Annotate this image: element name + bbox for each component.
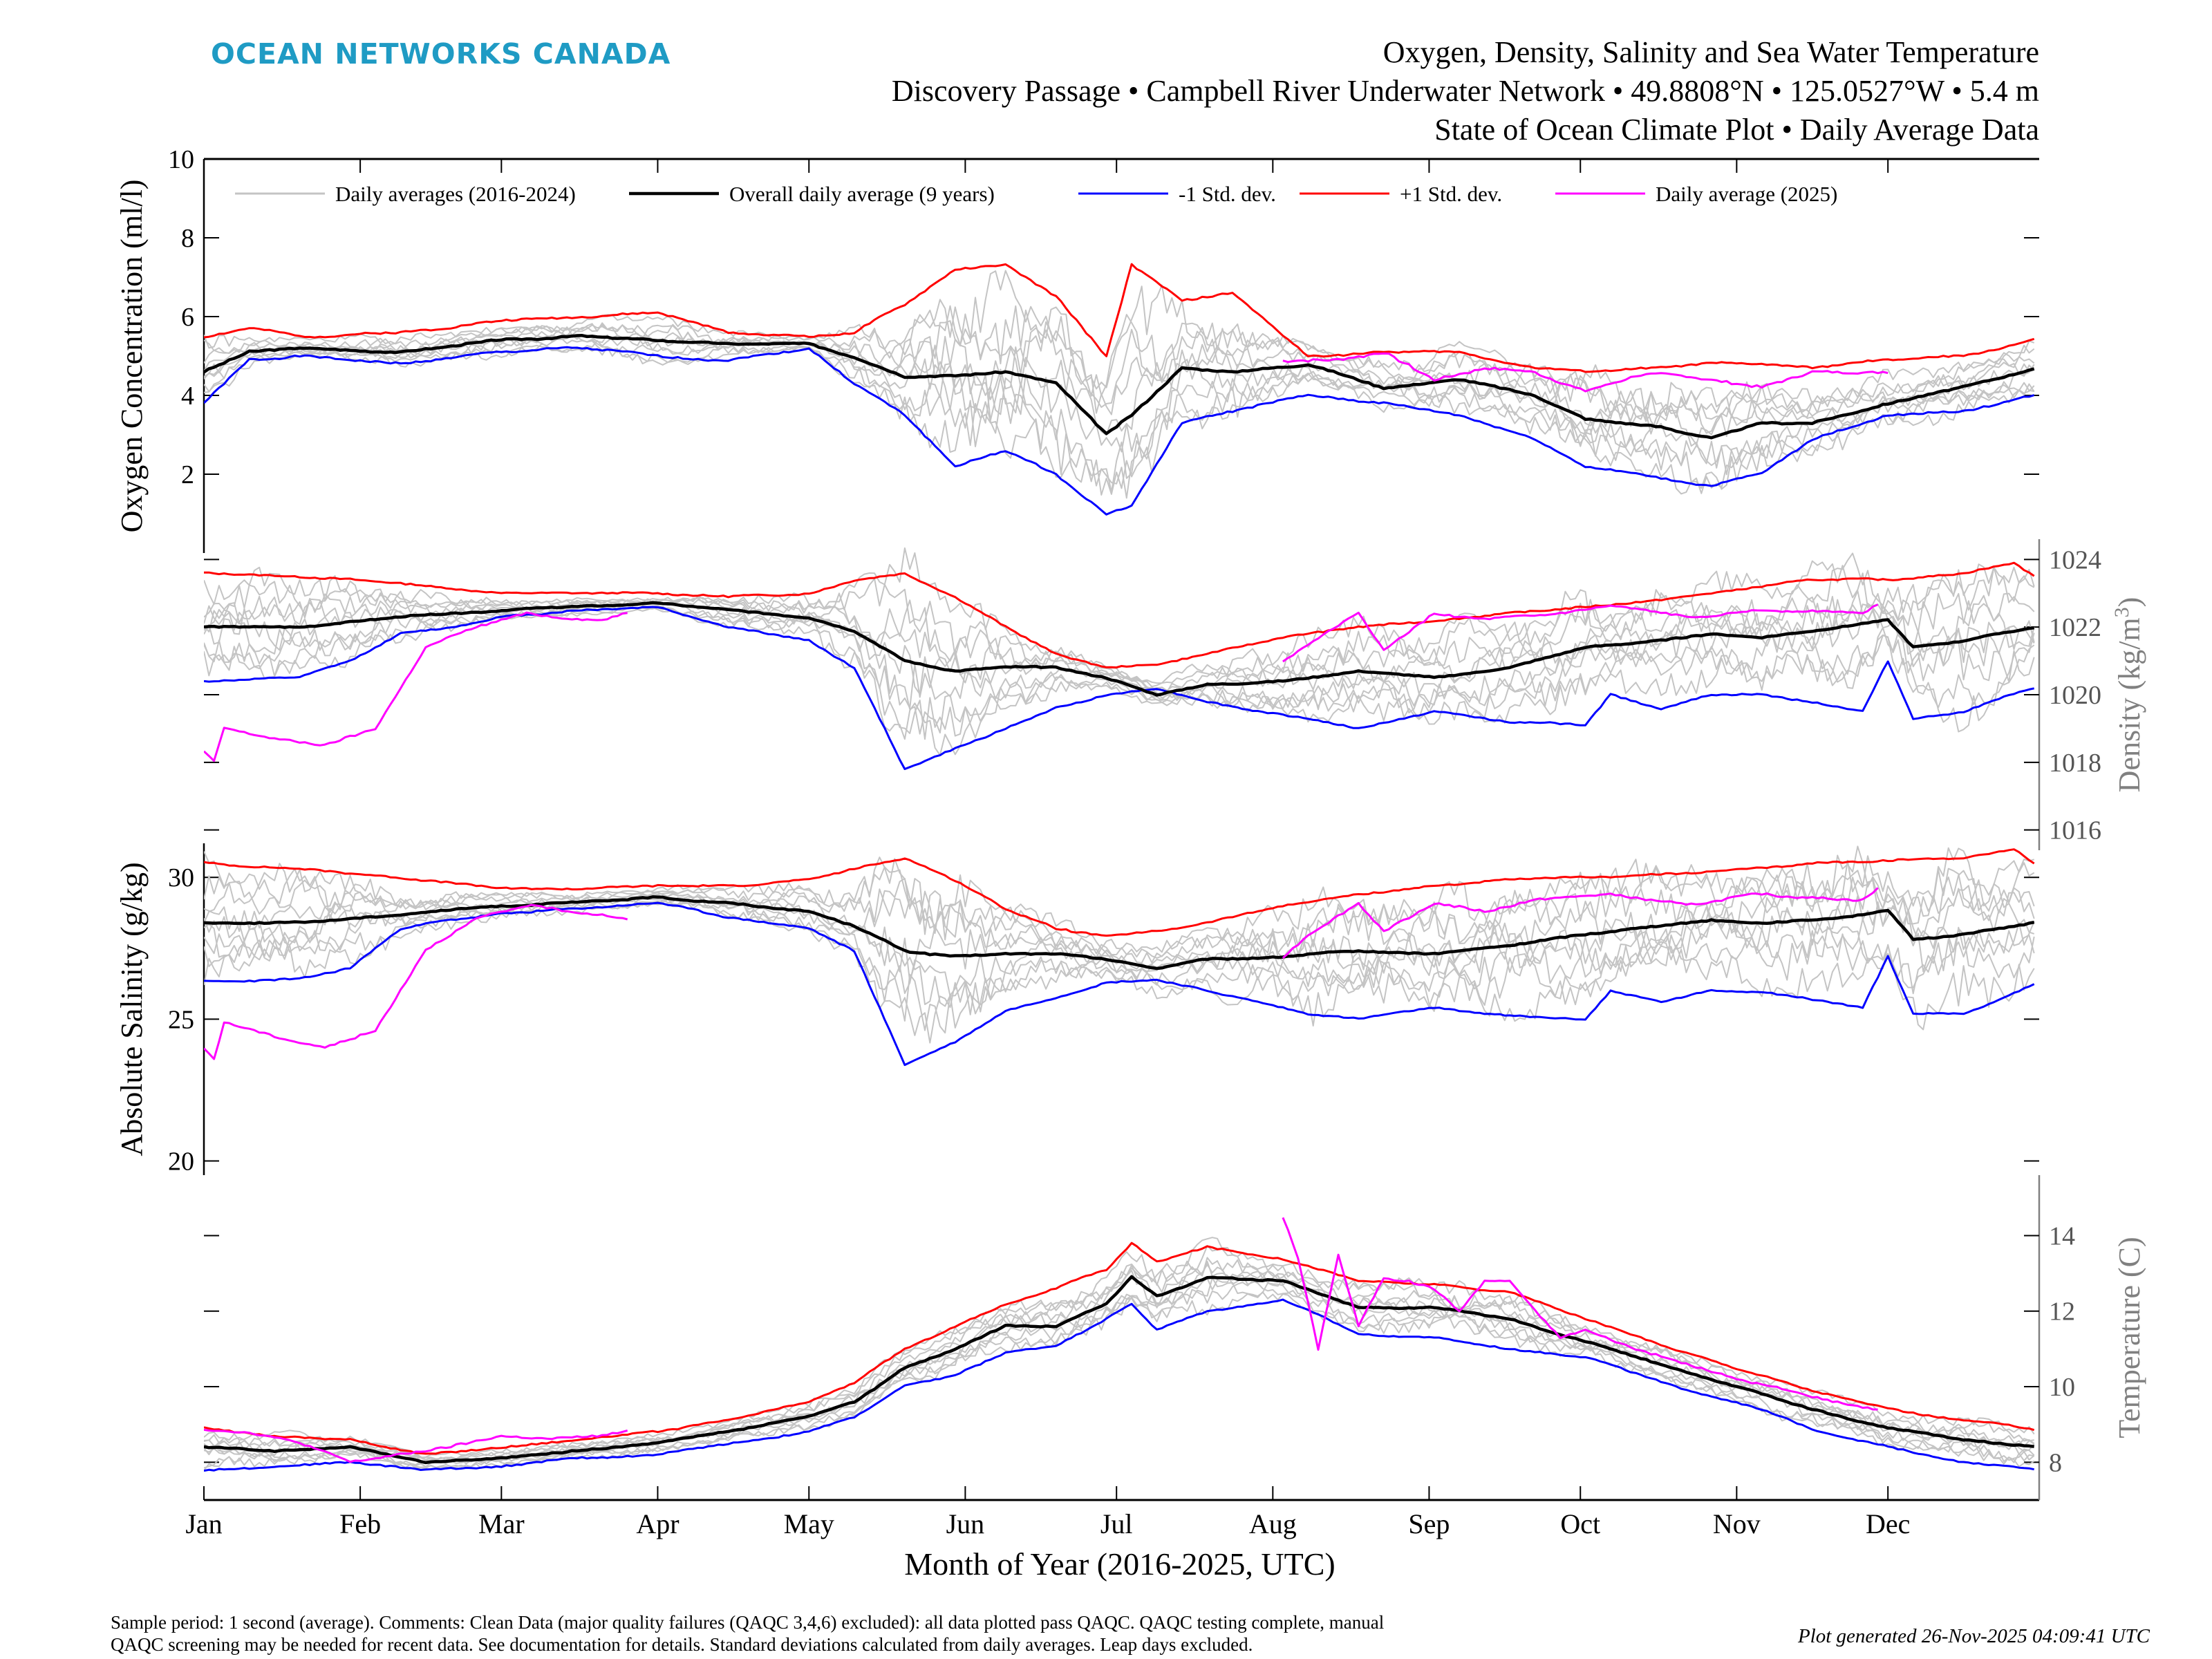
footer-note-line2: QAQC screening may be needed for recent …: [111, 1634, 1253, 1655]
oxygen-tick-label: 4: [181, 382, 194, 411]
temperature-tick-label: 10: [2049, 1373, 2075, 1402]
salinity-history-line: [204, 870, 2035, 964]
x-tick-label: Apr: [636, 1508, 679, 1539]
oxygen-history-line: [204, 321, 2035, 446]
salinity-plus-std-line: [204, 848, 2035, 937]
oxygen-tick-label: 6: [181, 303, 194, 332]
legend: Daily averages (2016-2024) Overall daily …: [235, 182, 1837, 206]
salinity-tick-label: 25: [168, 1005, 194, 1034]
density-axis-label: Density (kg/m3): [2110, 597, 2147, 793]
oxygen-mean-line: [204, 334, 2035, 440]
x-tick-label: May: [784, 1508, 834, 1539]
density-current-year-line: [1282, 603, 1879, 663]
panel-salinity: 20 25 30 Absolute Salinity (g/kg): [115, 843, 2039, 1176]
brand-logo-text: OCEAN NETWORKS CANADA: [211, 37, 671, 71]
salinity-history-line: [204, 845, 2035, 962]
oxygen-plus-std-line: [204, 263, 2035, 373]
density-tick-label: 1024: [2049, 545, 2101, 574]
panel-temperature: 8 10 12 14 Temperature (C): [204, 1175, 2146, 1500]
panel-oxygen: 2 4 6 8 10 Oxygen Concentration (ml/l): [115, 145, 2039, 553]
temperature-current-year-line: [204, 1428, 628, 1463]
x-tick-label: Feb: [339, 1508, 381, 1539]
oxygen-current-year-line: [1282, 352, 1888, 393]
x-tick-label: Jan: [185, 1508, 222, 1539]
temperature-minus-std-line: [204, 1298, 2035, 1472]
salinity-axis-label: Absolute Salinity (g/kg): [115, 862, 149, 1156]
x-tick-label: Nov: [1713, 1508, 1761, 1539]
oxygen-axis-label: Oxygen Concentration (ml/l): [115, 180, 149, 533]
panel-density: 1016 1018 1020 1022 1024 Density (kg/m3): [204, 539, 2146, 850]
temperature-tick-label: 14: [2049, 1221, 2075, 1250]
temperature-mean-line: [204, 1275, 2034, 1465]
x-axis: Jan Feb Mar Apr May Jun Jul Aug Sep Oct Nov Dec: [185, 159, 1910, 1539]
salinity-tick-label: 30: [168, 863, 194, 892]
salinity-history-line: [204, 847, 2035, 953]
temperature-tick-label: 12: [2049, 1297, 2075, 1327]
oxygen-history-line: [204, 335, 2035, 496]
footer-note-line1: Sample period: 1 second (average). Comme…: [111, 1612, 1384, 1633]
x-tick-label: Jun: [946, 1508, 985, 1539]
density-history-line: [204, 602, 2035, 709]
legend-label: Daily average (2025): [1656, 182, 1837, 206]
temperature-history-line: [204, 1245, 2035, 1462]
oxygen-history-line: [204, 335, 2034, 493]
plot-frame: [204, 158, 2039, 1501]
oxygen-tick-label: 8: [181, 224, 194, 253]
x-axis-label: Month of Year (2016-2025, UTC): [904, 1546, 1335, 1582]
temperature-tick-label: 8: [2049, 1448, 2062, 1477]
x-tick-label: Jul: [1100, 1508, 1133, 1539]
temperature-history-line: [204, 1271, 2035, 1468]
density-tick-label: 1016: [2049, 816, 2101, 845]
density-history-line: [204, 547, 2035, 688]
temperature-axis-label: Temperature (C): [2112, 1237, 2146, 1438]
temperature-plus-std-line: [204, 1241, 2035, 1455]
x-tick-label: Aug: [1249, 1508, 1297, 1539]
temperature-history-line: [204, 1277, 2035, 1465]
oxygen-tick-label: 10: [168, 145, 194, 174]
density-history-line: [204, 590, 2035, 693]
x-tick-label: Oct: [1560, 1508, 1600, 1539]
oxygen-history-line: [204, 305, 2035, 434]
density-mean-line: [204, 601, 2035, 697]
density-current-year-line: [204, 611, 628, 762]
legend-label: Daily averages (2016-2024): [335, 182, 576, 206]
salinity-current-year-line: [204, 903, 628, 1060]
legend-label: +1 Std. dev.: [1400, 182, 1502, 206]
salinity-history-line: [204, 895, 2035, 1007]
density-tick-label: 1022: [2049, 613, 2101, 642]
oxygen-history-line: [204, 334, 2035, 453]
legend-label: Overall daily average (9 years): [729, 182, 995, 206]
density-tick-label: 1020: [2049, 681, 2101, 710]
oxygen-tick-label: 2: [181, 460, 194, 489]
chart-subtitle-type: State of Ocean Climate Plot • Daily Aver…: [1434, 113, 2039, 147]
oxygen-minus-std-line: [204, 346, 2035, 516]
x-tick-label: Sep: [1408, 1508, 1450, 1539]
oxygen-history-line: [204, 270, 2035, 419]
x-tick-label: Dec: [1866, 1508, 1910, 1539]
density-tick-label: 1018: [2049, 749, 2101, 778]
temperature-history-line: [204, 1291, 2035, 1470]
temperature-current-year-line: [1282, 1217, 1878, 1411]
salinity-tick-label: 20: [168, 1147, 194, 1176]
salinity-minus-std-line: [204, 901, 2035, 1067]
temperature-history-line: [204, 1264, 2035, 1461]
salinity-current-year-line: [1282, 887, 1879, 959]
temperature-history-line: [204, 1237, 2035, 1459]
x-tick-label: Mar: [478, 1508, 525, 1539]
chart-subtitle-location: Discovery Passage • Campbell River Under…: [892, 74, 2039, 108]
density-minus-std-line: [204, 606, 2035, 770]
density-plus-std-line: [204, 561, 2035, 669]
plot-generated-timestamp: Plot generated 26-Nov-2025 04:09:41 UTC: [1797, 1625, 2150, 1647]
temperature-history-line: [204, 1257, 2035, 1460]
chart-title: Oxygen, Density, Salinity and Sea Water …: [1383, 35, 2039, 69]
salinity-mean-line: [204, 895, 2035, 971]
legend-label: -1 Std. dev.: [1179, 182, 1276, 206]
temperature-history-line: [204, 1260, 2034, 1464]
